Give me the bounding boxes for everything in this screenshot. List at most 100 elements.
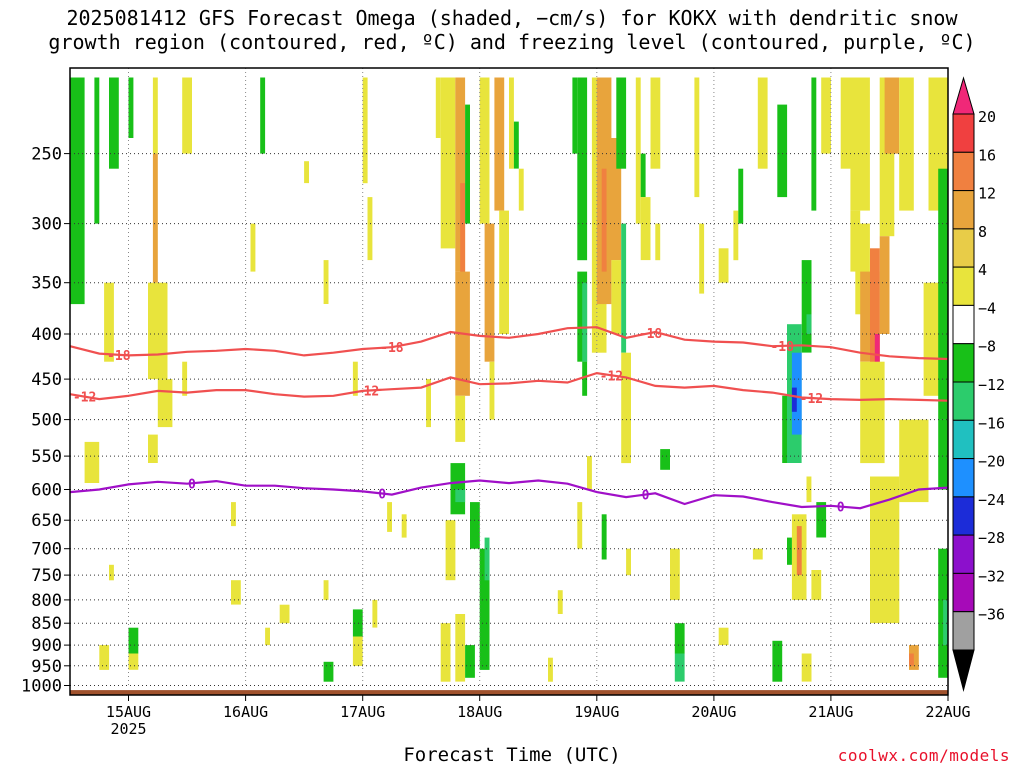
contour-label: -18 (770, 340, 794, 355)
omega-cell (499, 210, 509, 334)
omega-cell (879, 236, 890, 334)
omega-cell (640, 197, 651, 261)
omega-shading-layer (70, 77, 948, 682)
omega-cell (352, 361, 358, 396)
omega-cell (152, 153, 158, 283)
omega-cell (265, 627, 270, 646)
omega-cell (694, 77, 700, 198)
chart-title: 2025081412 GFS Forecast Omega (shaded, −… (0, 6, 1024, 54)
colorbar-label: −8 (978, 338, 996, 356)
omega-cell (943, 599, 948, 646)
omega-cell (660, 449, 670, 470)
omega-cell (465, 104, 470, 224)
x-tick-label: 20AUG (691, 703, 736, 721)
credit-link[interactable]: coolwx.com/models (837, 746, 1010, 765)
omega-cell (548, 657, 553, 682)
y-tick-label: 250 (31, 145, 62, 165)
omega-cell (84, 441, 100, 483)
omega-cell (104, 282, 114, 362)
y-tick-label: 550 (31, 447, 62, 467)
colorbar-label: −16 (978, 414, 1005, 432)
colorbar-box (952, 228, 975, 268)
omega-cell (479, 548, 490, 670)
omega-cell (440, 623, 451, 682)
omega-cell (601, 168, 607, 272)
contour-label: -18 (639, 327, 663, 342)
omega-cell (699, 223, 705, 294)
omega-cell (455, 614, 466, 682)
omega-cell (94, 77, 100, 224)
omega-cell (484, 223, 495, 362)
colorbar-box (952, 304, 975, 345)
omega-cell (611, 260, 622, 334)
omega-cell (440, 77, 456, 249)
omega-cell (718, 248, 729, 283)
ground-surface (70, 690, 948, 695)
y-tick-label: 700 (31, 540, 62, 560)
omega-cell (426, 379, 431, 428)
omega-cell (884, 77, 900, 154)
x-tick-label: 15AUG (106, 703, 151, 721)
omega-cell (489, 361, 495, 420)
omega-cell (791, 387, 797, 412)
colorbar-box (952, 611, 975, 651)
contour-label: 0 (837, 501, 845, 516)
colorbar-label: 8 (978, 223, 987, 241)
omega-cell (352, 609, 363, 637)
omega-cell (323, 260, 329, 304)
omega-cell (435, 77, 441, 138)
omega-cell (821, 77, 831, 154)
omega-cell (362, 77, 368, 184)
x-tick-label: 19AUG (574, 703, 619, 721)
colorbar-label: −24 (978, 491, 1005, 509)
omega-cell (860, 361, 885, 464)
x-axis-label: Forecast Time (UTC) (403, 744, 621, 766)
omega-cell (909, 653, 914, 666)
omega-cell (387, 502, 392, 532)
y-tick-label: 950 (31, 657, 62, 677)
colorbar-box (952, 151, 975, 192)
contour-line-0 (69, 479, 949, 510)
colorbar-label: 12 (978, 185, 996, 203)
omega-cell (304, 161, 309, 184)
omega-cell (484, 537, 490, 581)
colorbar-box (952, 496, 975, 536)
omega-cell (879, 502, 890, 586)
omega-cell (509, 77, 514, 169)
x-tick-label: 21AUG (808, 703, 853, 721)
omega-cell (640, 153, 646, 198)
omega-cell (635, 77, 641, 224)
omega-cell (938, 168, 948, 420)
omega-cell (850, 77, 870, 211)
x-tick-sublabel: 2025 (110, 720, 146, 738)
colorbar-box (952, 534, 975, 574)
omega-cell (557, 590, 563, 614)
colorbar-box (952, 343, 975, 383)
omega-cell (152, 77, 158, 154)
y-tick-label: 650 (31, 511, 62, 531)
y-tick-label: 350 (31, 274, 62, 294)
omega-cell (250, 223, 256, 272)
contour-label: -12 (356, 385, 379, 400)
omega-cell (128, 77, 134, 138)
contour-label: -12 (600, 369, 623, 384)
y-tick-label: 450 (31, 370, 62, 390)
omega-cell (616, 77, 627, 169)
colorbar-box (952, 190, 975, 230)
omega-cell (577, 77, 588, 261)
omega-cell (323, 661, 334, 682)
omega-cell (231, 580, 241, 605)
colorbar-label: −28 (978, 529, 1005, 547)
omega-cell (796, 526, 802, 576)
y-tick-label: 600 (31, 481, 62, 501)
omega-cell (670, 548, 680, 600)
omega-cell (621, 352, 631, 464)
omega-cell (279, 604, 290, 624)
omega-cell (621, 223, 627, 353)
omega-cell (70, 77, 85, 305)
omega-cell (479, 77, 490, 224)
x-tick-label: 22AUG (925, 703, 970, 721)
omega-cell (777, 104, 788, 198)
y-tick-label: 500 (31, 411, 62, 431)
omega-cell (757, 77, 768, 169)
